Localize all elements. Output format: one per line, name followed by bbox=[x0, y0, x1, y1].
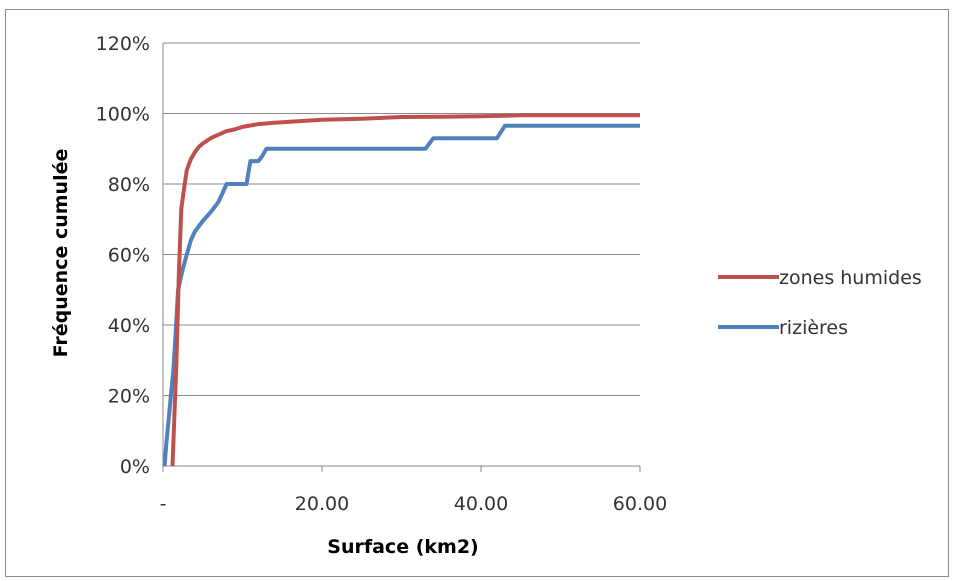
y-tick-label: 100% bbox=[96, 104, 150, 126]
x-tick-label: 60.00 bbox=[613, 493, 667, 515]
y-tick-label: 120% bbox=[96, 33, 150, 55]
x-axis-title: Surface (km2) bbox=[327, 536, 478, 558]
x-tick-label: 20.00 bbox=[295, 493, 349, 515]
y-tick-label: 40% bbox=[108, 315, 150, 337]
series-line-zones-humides bbox=[173, 115, 641, 466]
y-tick-label: 20% bbox=[108, 386, 150, 408]
x-tick-label: 40.00 bbox=[454, 493, 508, 515]
y-tick-label: 0% bbox=[120, 456, 150, 478]
series-line-rizières bbox=[165, 126, 640, 466]
y-axis-title: Fréquence cumulée bbox=[50, 149, 72, 358]
legend-label: rizières bbox=[779, 317, 848, 339]
x-tick-label: - bbox=[160, 493, 167, 515]
y-tick-label: 60% bbox=[108, 245, 150, 267]
legend-label: zones humides bbox=[779, 267, 922, 289]
y-tick-label: 80% bbox=[108, 174, 150, 196]
